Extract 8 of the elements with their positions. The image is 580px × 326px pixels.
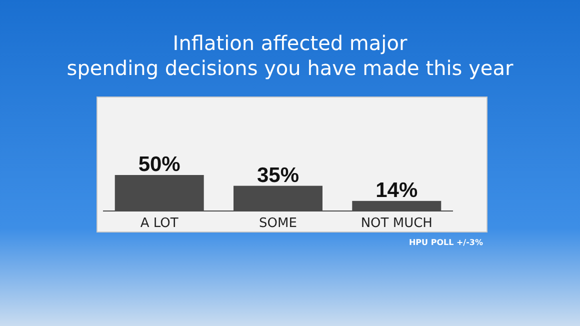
chart-title: Inflation affected major spending decisions you have made this year bbox=[66, 31, 514, 80]
x-tick-label: A LOT bbox=[140, 216, 178, 231]
data-label: 14% bbox=[376, 178, 418, 202]
x-tick-label: NOT MUCH bbox=[360, 216, 432, 231]
data-label: 35% bbox=[256, 164, 300, 187]
x-tick-label: SOME bbox=[259, 216, 297, 231]
data-label: 50% bbox=[138, 153, 181, 176]
text: HPU POLL +/-3% bbox=[408, 238, 483, 247]
